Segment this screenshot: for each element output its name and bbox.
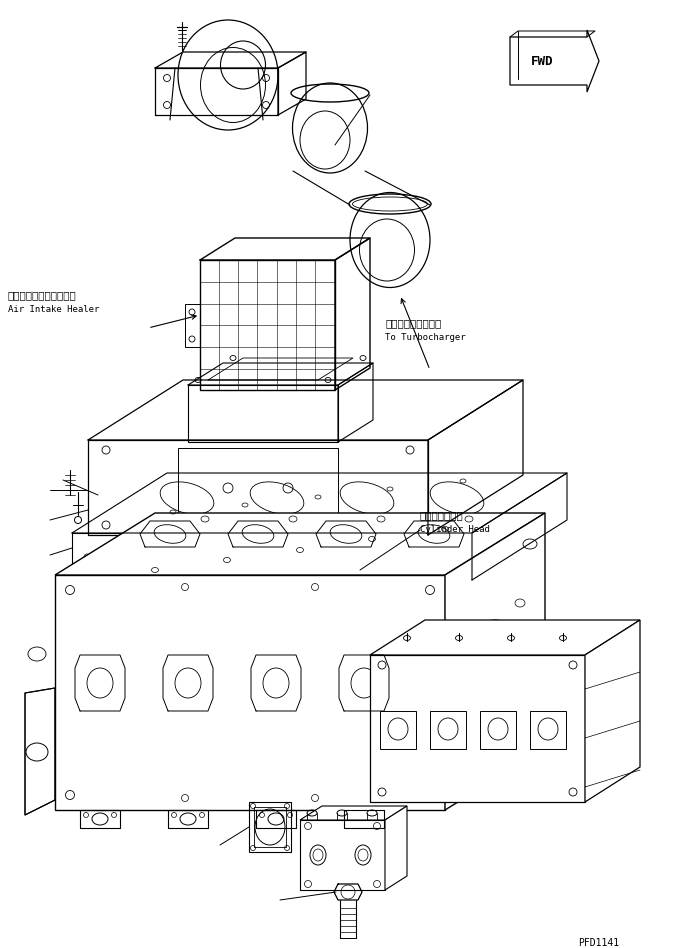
Polygon shape xyxy=(300,806,407,820)
Text: To Turbocharger: To Turbocharger xyxy=(385,333,466,342)
Bar xyxy=(200,260,335,390)
Bar xyxy=(72,533,472,580)
Bar xyxy=(185,304,200,347)
Bar xyxy=(178,448,338,527)
Bar xyxy=(430,711,466,749)
Bar xyxy=(55,575,445,810)
Bar xyxy=(254,807,286,847)
Polygon shape xyxy=(445,513,545,810)
Polygon shape xyxy=(585,620,640,802)
Polygon shape xyxy=(25,688,55,815)
Text: シリンダヘッド: シリンダヘッド xyxy=(420,510,464,520)
Text: PFD1141: PFD1141 xyxy=(578,938,619,948)
Bar xyxy=(380,711,416,749)
Polygon shape xyxy=(510,30,599,92)
Text: Air Intake Healer: Air Intake Healer xyxy=(8,305,99,314)
Bar xyxy=(300,820,385,890)
Bar xyxy=(370,655,585,802)
Polygon shape xyxy=(370,620,640,655)
Text: エアーインテークヒータ: エアーインテークヒータ xyxy=(8,290,77,300)
Text: Cylinder Head: Cylinder Head xyxy=(420,525,490,534)
Bar xyxy=(188,385,338,442)
Bar xyxy=(88,440,428,535)
Polygon shape xyxy=(385,806,407,890)
Bar xyxy=(530,711,566,749)
Text: FWD: FWD xyxy=(531,54,554,67)
Bar xyxy=(480,711,516,749)
Text: ターボチャージャヘ: ターボチャージャヘ xyxy=(385,318,441,328)
Polygon shape xyxy=(55,513,545,575)
Bar xyxy=(249,802,291,852)
